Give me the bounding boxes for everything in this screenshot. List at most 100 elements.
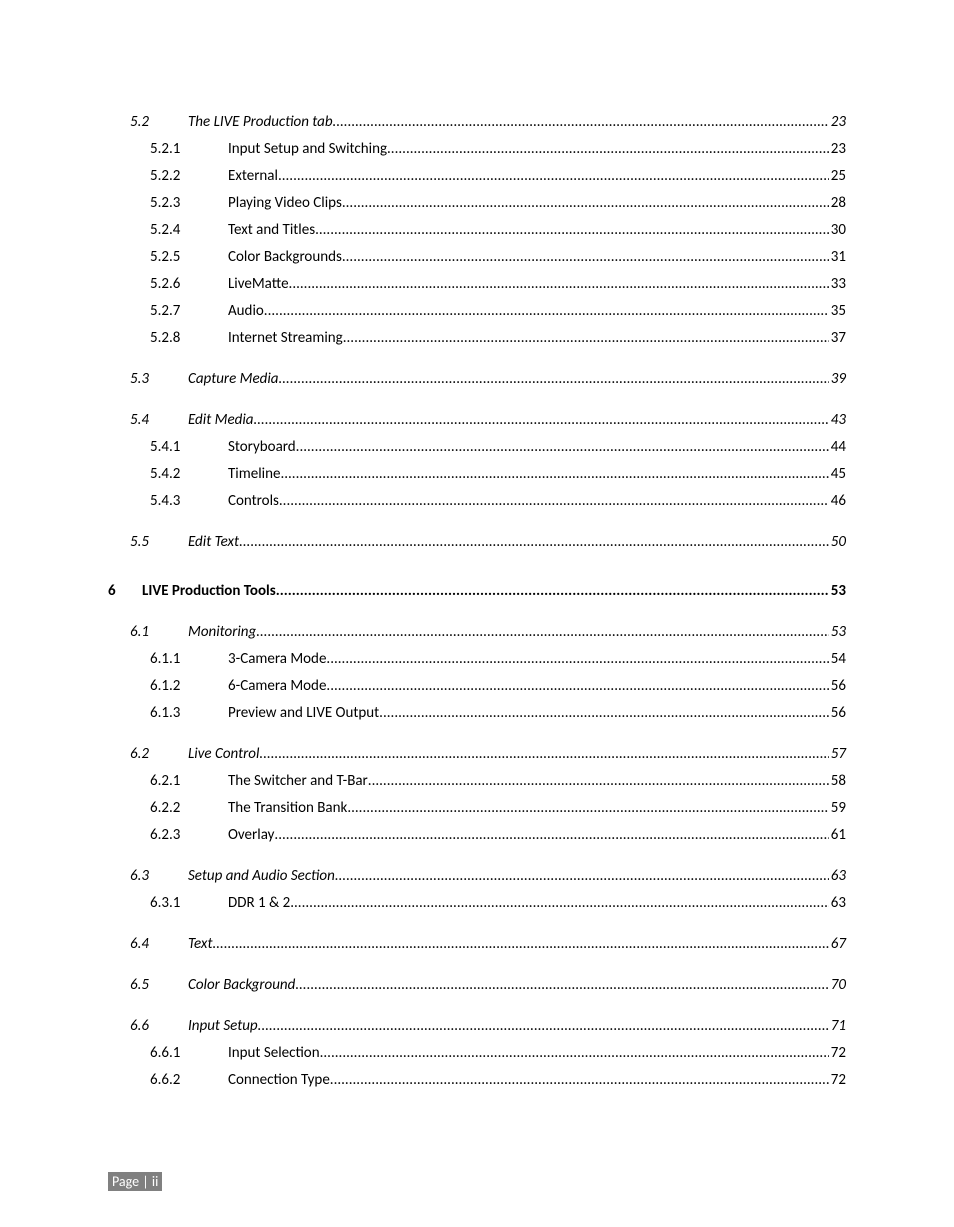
- toc-entry-page: 44: [829, 435, 846, 459]
- toc-leader-dots: ........................................…: [296, 435, 829, 459]
- toc-leader-dots: ........................................…: [326, 674, 828, 698]
- toc-leader-dots: ........................................…: [335, 864, 829, 888]
- toc-entry-number: 5.2.3: [150, 191, 228, 215]
- toc-entry-page: 63: [829, 891, 846, 915]
- toc-entry-title: Input Setup: [188, 1014, 258, 1038]
- toc-entry-page: 37: [829, 326, 846, 350]
- toc-entry: 6.1Monitoring ..........................…: [108, 620, 846, 644]
- toc-leader-dots: ........................................…: [258, 1014, 829, 1038]
- toc-entry-page: 31: [829, 245, 846, 269]
- toc-entry-number: 6.3: [130, 864, 188, 888]
- toc-entry: 6LIVE Production Tools .................…: [108, 579, 846, 603]
- toc-entry: 5.4.3Controls ..........................…: [108, 489, 846, 513]
- toc-leader-dots: ........................................…: [278, 164, 829, 188]
- toc-entry-page: 53: [829, 620, 846, 644]
- toc-leader-dots: ........................................…: [387, 137, 829, 161]
- toc-leader-dots: ........................................…: [333, 110, 829, 134]
- toc-entry-number: 6.2.3: [150, 823, 228, 847]
- toc-entry-page: 72: [829, 1041, 846, 1065]
- toc-entry-number: 6.5: [130, 973, 188, 997]
- toc-entry-page: 45: [829, 462, 846, 486]
- toc-entry-page: 71: [829, 1014, 846, 1038]
- toc-leader-dots: ........................................…: [342, 191, 829, 215]
- toc-entry-page: 72: [829, 1068, 846, 1092]
- toc-entry-page: 28: [829, 191, 846, 215]
- toc-entry-number: 5.2.6: [150, 272, 228, 296]
- toc-leader-dots: ........................................…: [276, 579, 829, 603]
- toc-entry-number: 6.1.2: [150, 674, 228, 698]
- toc-entry: 6.6.1Input Selection ...................…: [108, 1041, 846, 1065]
- toc-leader-dots: ........................................…: [279, 489, 829, 513]
- toc-entry-title: Color Backgrounds: [228, 245, 342, 269]
- toc-entry: 5.2.5Color Backgrounds .................…: [108, 245, 846, 269]
- toc-entry-number: 5.4.3: [150, 489, 228, 513]
- toc-entry-title: Overlay: [228, 823, 274, 847]
- toc-entry-title: Color Background: [188, 973, 295, 997]
- toc-entry-title: Controls: [228, 489, 279, 513]
- toc-entry-number: 5.2.2: [150, 164, 228, 188]
- toc-leader-dots: ........................................…: [379, 701, 829, 725]
- toc-entry-title: 6-Camera Mode: [228, 674, 326, 698]
- toc-gap: [108, 728, 846, 742]
- toc-entry: 6.2.2The Transition Bank ...............…: [108, 796, 846, 820]
- toc-leader-dots: ........................................…: [368, 769, 829, 793]
- toc-entry: 5.2.3Playing Video Clips ...............…: [108, 191, 846, 215]
- toc-leader-dots: ........................................…: [239, 530, 829, 554]
- toc-leader-dots: ........................................…: [259, 742, 828, 766]
- toc-gap: [108, 918, 846, 932]
- toc-gap: [108, 1000, 846, 1014]
- toc-entry-page: 61: [829, 823, 846, 847]
- toc-leader-dots: ........................................…: [278, 367, 828, 391]
- toc-entry: 6.3Setup and Audio Section .............…: [108, 864, 846, 888]
- toc-gap: [108, 353, 846, 367]
- toc-entry-number: 6.1.3: [150, 701, 228, 725]
- toc-entry-number: 6.6.1: [150, 1041, 228, 1065]
- toc-leader-dots: ........................................…: [264, 299, 829, 323]
- toc-entry-title: Preview and LIVE Output: [228, 701, 379, 725]
- toc-entry: 5.2.2External ..........................…: [108, 164, 846, 188]
- toc-entry: 5.4.1Storyboard ........................…: [108, 435, 846, 459]
- toc-entry-title: Text: [188, 932, 212, 956]
- toc-entry-number: 6: [108, 579, 142, 603]
- toc-entry-title: Input Selection: [228, 1041, 320, 1065]
- toc-leader-dots: ........................................…: [342, 245, 829, 269]
- toc-entry: 6.1.3Preview and LIVE Output ...........…: [108, 701, 846, 725]
- toc-entry: 6.2.1The Switcher and T-Bar ............…: [108, 769, 846, 793]
- toc-entry: 5.2.8Internet Streaming ................…: [108, 326, 846, 350]
- toc-entry-title: 3-Camera Mode: [228, 647, 326, 671]
- toc-entry-page: 67: [829, 932, 846, 956]
- toc-entry-title: Capture Media: [188, 367, 278, 391]
- toc-entry: 6.1.26-Camera Mode .....................…: [108, 674, 846, 698]
- toc-leader-dots: ........................................…: [253, 408, 828, 432]
- toc-leader-dots: ........................................…: [320, 1041, 829, 1065]
- toc-entry-title: External: [228, 164, 278, 188]
- toc-entry-title: Internet Streaming: [228, 326, 343, 350]
- toc-entry-number: 6.1: [130, 620, 188, 644]
- toc-entry-number: 6.2.1: [150, 769, 228, 793]
- toc-leader-dots: ........................................…: [330, 1068, 829, 1092]
- toc-entry-number: 5.2: [130, 110, 188, 134]
- toc-entry-page: 54: [829, 647, 846, 671]
- toc-leader-dots: ........................................…: [256, 620, 829, 644]
- toc-entry-title: Input Setup and Switching: [228, 137, 387, 161]
- toc-entry-number: 5.2.5: [150, 245, 228, 269]
- toc-entry-number: 5.2.4: [150, 218, 228, 242]
- toc-gap: [108, 516, 846, 530]
- toc-entry-number: 6.2.2: [150, 796, 228, 820]
- toc-leader-dots: ........................................…: [289, 272, 829, 296]
- toc-entry-page: 50: [829, 530, 846, 554]
- toc-leader-dots: ........................................…: [315, 218, 829, 242]
- toc-gap: [108, 850, 846, 864]
- toc-leader-dots: ........................................…: [347, 796, 828, 820]
- toc-entry-page: 57: [829, 742, 846, 766]
- toc-gap: [108, 557, 846, 579]
- toc-leader-dots: ........................................…: [274, 823, 828, 847]
- toc-entry-title: LIVE Production Tools: [142, 579, 276, 603]
- toc-entry: 5.2.6LiveMatte .........................…: [108, 272, 846, 296]
- toc-entry-title: The Transition Bank: [228, 796, 347, 820]
- toc-entry-number: 5.4: [130, 408, 188, 432]
- toc-entry-title: Storyboard: [228, 435, 296, 459]
- toc-entry: 6.2.3Overlay ...........................…: [108, 823, 846, 847]
- toc-entry: 6.3.1DDR 1 & 2 .........................…: [108, 891, 846, 915]
- toc-entry: 5.2The LIVE Production tab .............…: [108, 110, 846, 134]
